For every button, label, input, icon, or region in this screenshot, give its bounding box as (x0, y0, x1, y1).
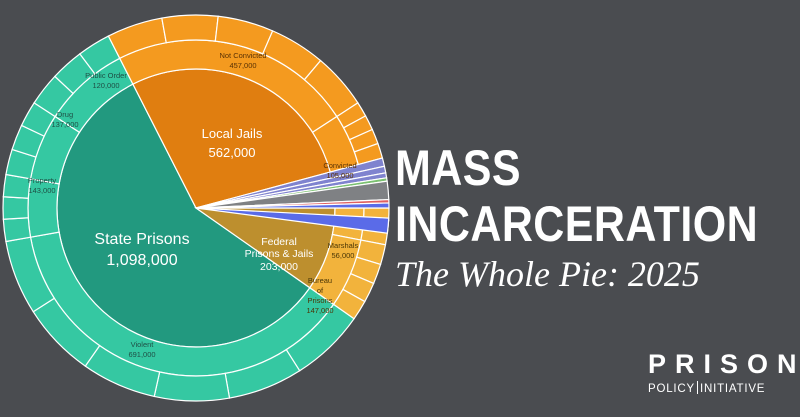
label-drug-value: 137,000 (51, 120, 78, 129)
label-not-convicted-name: Not Convicted (219, 51, 266, 60)
label-marshals-value: 56,000 (332, 251, 355, 260)
logo-bottom-text: POLICY INITIATIVE (648, 381, 798, 397)
outer-not-convicted-2 (161, 14, 219, 44)
label-state-prisons-name: State Prisons (94, 231, 189, 248)
outer-bop-4 (332, 288, 366, 320)
label-federal-name-2: Prisons & Jails (245, 248, 314, 260)
outer-property-2 (2, 196, 29, 220)
outer-violent-3 (153, 371, 231, 402)
logo-bottom-right: INITIATIVE (699, 383, 766, 395)
label-convicted-name: Convicted (323, 161, 356, 170)
label-local-jails-value: 562,000 (209, 145, 256, 160)
title-line-1: MASS (395, 140, 521, 196)
label-property-name: Property (28, 176, 57, 185)
title-block: MASS INCARCERATION The Whole Pie: 2025 (395, 140, 795, 294)
subtitle: The Whole Pie: 2025 (395, 254, 700, 294)
label-federal-value: 203,000 (260, 261, 298, 273)
label-violent-name: Violent (131, 340, 155, 349)
label-drug-name: Drug (57, 110, 73, 119)
label-violent-value: 691,000 (128, 350, 155, 359)
label-bop-name-3: Prisons (307, 296, 332, 305)
label-bop-value: 147,000 (306, 306, 333, 315)
label-not-convicted-value: 457,000 (229, 61, 256, 70)
logo-bottom-left: POLICY (648, 383, 695, 395)
label-state-prisons-value: 1,098,000 (106, 252, 177, 269)
label-federal-name-1: Federal (261, 236, 297, 248)
label-property-value: 143,000 (28, 186, 55, 195)
label-convicted-value: 105,000 (326, 171, 353, 180)
label-local-jails-name: Local Jails (202, 126, 263, 141)
label-public-order-name: Public Order (85, 71, 127, 80)
label-bop-name-1: Bureau (308, 276, 332, 285)
title-line-2: INCARCERATION (395, 196, 759, 252)
prison-policy-initiative-logo: PRISON POLICY INITIATIVE (648, 350, 798, 397)
label-public-order-value: 120,000 (92, 81, 119, 90)
label-bop-name-2: of (317, 286, 324, 295)
outer-property-1 (2, 217, 32, 243)
logo-top-text: PRISON (648, 349, 800, 379)
sliver-blue-lower (195, 207, 390, 234)
label-marshals-name: Marshals (328, 241, 359, 250)
sliver-other-7 (195, 202, 390, 209)
